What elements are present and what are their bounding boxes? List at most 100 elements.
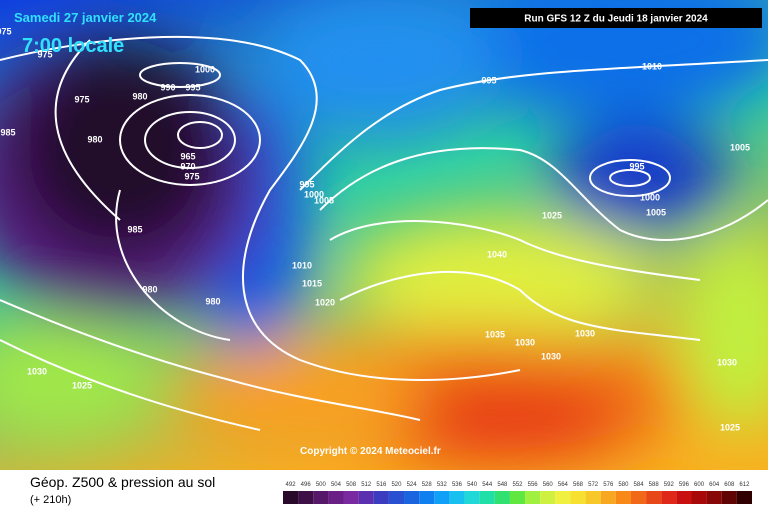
colorbar-label: 596 bbox=[679, 482, 690, 488]
colorbar-swatch bbox=[525, 491, 541, 504]
colorbar-label: 544 bbox=[482, 482, 493, 488]
colorbar-label: 532 bbox=[437, 482, 448, 488]
colorbar-label: 572 bbox=[588, 482, 599, 488]
colorbar-label: 512 bbox=[361, 482, 372, 488]
copyright: Copyright © 2024 Meteociel.fr bbox=[300, 446, 441, 457]
isobar-label: 995 bbox=[481, 75, 496, 85]
isobar-label: 995 bbox=[299, 179, 314, 189]
colorbar-label: 552 bbox=[512, 482, 523, 488]
colorbar-label: 576 bbox=[603, 482, 614, 488]
colorbar-swatch bbox=[494, 491, 510, 504]
run-info: Run GFS 12 Z du Jeudi 18 janvier 2024 bbox=[524, 14, 708, 25]
colorbar-swatch bbox=[615, 491, 631, 504]
colorbar-label: 508 bbox=[346, 482, 357, 488]
colorbar-swatch bbox=[540, 491, 556, 504]
colorbar-label: 592 bbox=[664, 482, 675, 488]
colorbar-swatch bbox=[419, 491, 435, 504]
colorbar-swatch bbox=[298, 491, 314, 504]
map-field bbox=[0, 0, 768, 470]
colorbar-swatch bbox=[373, 491, 389, 504]
isobar-label: 1020 bbox=[315, 297, 335, 307]
colorbar-label: 604 bbox=[709, 482, 720, 488]
isobar-label: 975 bbox=[74, 94, 89, 104]
colorbar-label: 608 bbox=[724, 482, 735, 488]
isobar-label: 1005 bbox=[646, 207, 666, 217]
colorbar-swatch bbox=[509, 491, 526, 504]
isobar-label: 1010 bbox=[642, 61, 662, 71]
colorbar-swatch bbox=[706, 491, 722, 504]
colorbar-label: 580 bbox=[618, 482, 629, 488]
colorbar-swatch bbox=[676, 491, 692, 504]
isobars bbox=[0, 35, 768, 431]
colorbar-swatch bbox=[343, 491, 359, 504]
colorbar-label: 600 bbox=[694, 482, 705, 488]
colorbar-swatch bbox=[328, 491, 344, 504]
colorbar-label: 588 bbox=[649, 482, 660, 488]
colorbar-swatch bbox=[721, 491, 737, 504]
colorbar-label: 568 bbox=[573, 482, 584, 488]
colorbar-swatch bbox=[661, 491, 677, 504]
colorbar-swatch bbox=[630, 491, 647, 504]
colorbar-swatch bbox=[479, 491, 495, 504]
isobar-label: 980 bbox=[132, 91, 147, 101]
colorbar-label: 540 bbox=[467, 482, 478, 488]
colorbar-swatch bbox=[358, 491, 374, 504]
colorbar-swatch bbox=[313, 491, 329, 504]
isobar-label: 975 bbox=[184, 171, 199, 181]
isobar-label: 965 bbox=[180, 151, 195, 161]
colorbar-label: 560 bbox=[543, 482, 554, 488]
colorbar-swatch bbox=[691, 491, 707, 504]
isobar-label: 980 bbox=[142, 284, 157, 294]
isobar-label: 1030 bbox=[515, 337, 535, 347]
colorbar-label: 536 bbox=[452, 482, 463, 488]
colorbar-swatch bbox=[570, 491, 586, 504]
colorbar-label: 528 bbox=[422, 482, 433, 488]
isobar-label: 970 bbox=[180, 161, 195, 171]
isobar-label: 995 bbox=[629, 161, 644, 171]
colorbar-swatch bbox=[388, 491, 405, 504]
run-banner bbox=[470, 8, 762, 28]
isobar-label: 975 bbox=[37, 49, 52, 59]
colorbar-swatch bbox=[555, 491, 571, 504]
isobar-label: 990 bbox=[160, 82, 175, 92]
isobar-label: 1025 bbox=[542, 210, 562, 220]
colorbar-swatch bbox=[736, 491, 752, 504]
colorbar-label: 612 bbox=[739, 482, 750, 488]
isobar-label: 980 bbox=[87, 134, 102, 144]
valid-date: Samedi 27 janvier 2024 bbox=[14, 10, 157, 25]
isobar-label: 1000 bbox=[640, 192, 660, 202]
colorbar-swatch bbox=[283, 491, 299, 504]
isobar-label: 1030 bbox=[717, 357, 737, 367]
colorbar-label: 564 bbox=[558, 482, 569, 488]
colorbar-label: 492 bbox=[286, 482, 297, 488]
colorbar-label: 516 bbox=[376, 482, 387, 488]
colorbar-swatch bbox=[646, 491, 662, 504]
colorbar-swatch bbox=[434, 491, 450, 504]
isobar-label: 1005 bbox=[730, 142, 750, 152]
isobar-label: 1010 bbox=[292, 260, 312, 270]
footer-title: Géop. Z500 & pression au sol bbox=[30, 474, 215, 490]
colorbar-swatch bbox=[404, 491, 420, 504]
isobar-label: 1025 bbox=[72, 380, 92, 390]
colorbar-label: 584 bbox=[634, 482, 645, 488]
isobar-label: 1030 bbox=[27, 366, 47, 376]
colorbar-swatch bbox=[464, 491, 480, 504]
isobar-label: 1030 bbox=[575, 328, 595, 338]
isobar-label: 1000 bbox=[304, 189, 324, 199]
isobar-label: 1000 bbox=[195, 64, 215, 74]
colorbar-label: 520 bbox=[391, 482, 402, 488]
isobar-label: 1040 bbox=[487, 249, 507, 259]
colorbar-label: 496 bbox=[301, 482, 312, 488]
isobar-label: 1030 bbox=[541, 351, 561, 361]
colorbar-label: 556 bbox=[528, 482, 539, 488]
colorbar-swatch bbox=[600, 491, 616, 504]
footer-lead: (+ 210h) bbox=[30, 494, 71, 506]
colorbar-label: 548 bbox=[497, 482, 508, 488]
isobar-label: 985 bbox=[127, 224, 142, 234]
colorbar-swatch bbox=[585, 491, 601, 504]
isobar-label: 1035 bbox=[485, 329, 505, 339]
colorbar-label: 524 bbox=[407, 482, 418, 488]
isobar-label: 975 bbox=[0, 26, 12, 36]
